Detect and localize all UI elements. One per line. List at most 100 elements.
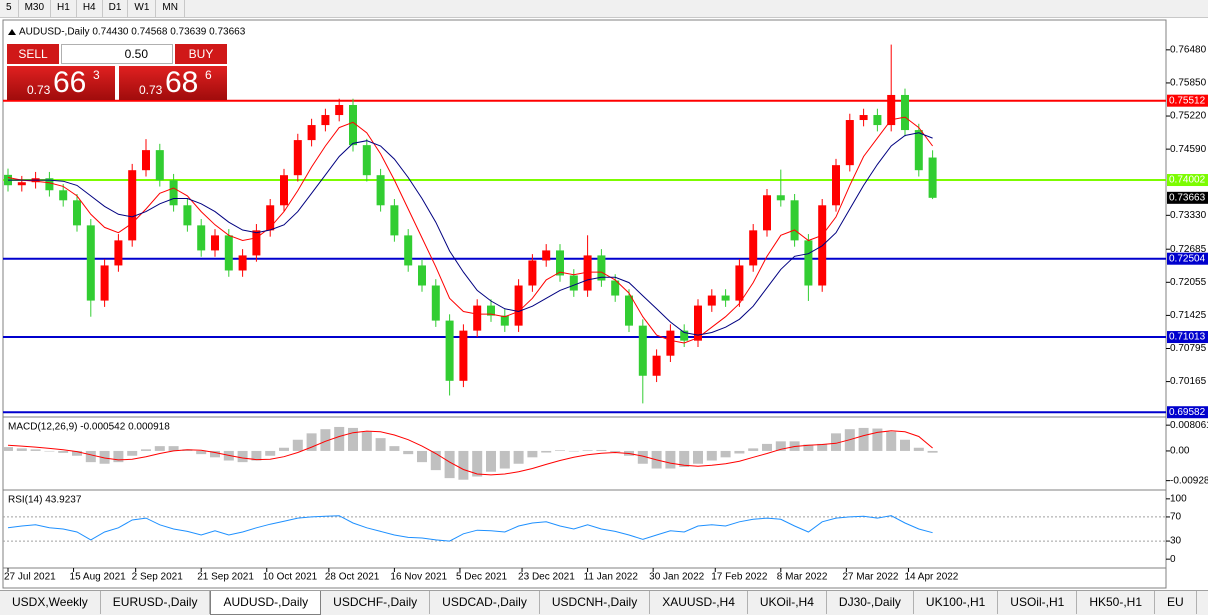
chart-tab[interactable]: USDCNH-,Daily (540, 591, 651, 614)
y-tick-label: 0 (1170, 554, 1176, 565)
candle-body (473, 305, 482, 331)
candle-body (155, 150, 164, 181)
macd-bar (30, 449, 41, 451)
timeframe-button[interactable]: H1 (51, 0, 77, 17)
level-label: 0.71013 (1169, 332, 1206, 343)
chart-tab[interactable]: USOil-,H1 (998, 591, 1078, 614)
candle-body (887, 94, 896, 126)
buy-button[interactable]: BUY (175, 44, 227, 64)
candle-body (832, 165, 840, 206)
candle-body (362, 145, 371, 176)
macd-bar (913, 447, 924, 451)
chart-tab[interactable]: XAUUSD-,H4 (650, 591, 748, 614)
candle-body (666, 330, 675, 356)
candle-body (349, 105, 357, 146)
candle-body (487, 305, 495, 316)
candle-body (528, 260, 537, 286)
chart-tab[interactable]: USDX,Weekly (0, 591, 101, 614)
candle-body (914, 130, 923, 171)
candle-body (100, 265, 109, 301)
macd-bar (85, 450, 96, 463)
candle-body (266, 205, 275, 231)
chart-tab[interactable]: EU (1155, 591, 1197, 614)
timeframe-button[interactable]: W1 (128, 0, 157, 17)
level-label: 0.74002 (1169, 175, 1206, 186)
candle-body (763, 195, 771, 231)
macd-bar (665, 450, 676, 469)
candle-body (431, 285, 440, 321)
level-tag (1167, 94, 1208, 107)
x-tick-label: 10 Oct 2021 (263, 572, 318, 583)
macd-bar (72, 450, 82, 456)
y-tick-label: 0.75850 (1170, 78, 1207, 89)
macd-bar (748, 448, 759, 451)
candle-body (307, 125, 316, 141)
candle-body (114, 240, 123, 266)
chart-tab[interactable]: DJ30-,Daily (827, 591, 914, 614)
sell-button[interactable]: SELL (7, 44, 59, 64)
candle-body (335, 105, 344, 116)
ask-price[interactable]: 0.73 68 6 (119, 66, 227, 100)
y-tick-label: 0.72055 (1170, 277, 1207, 288)
bid-price[interactable]: 0.73 66 3 (7, 66, 115, 100)
x-tick-label: 23 Dec 2021 (518, 572, 575, 583)
chart-tab[interactable]: HK50-,H1 (1077, 591, 1155, 614)
timeframe-button[interactable]: 5 (0, 0, 19, 17)
y-tick-label: 0.72685 (1170, 244, 1207, 255)
macd-bar (513, 450, 524, 464)
level-tag (1167, 252, 1208, 265)
timeframe-button[interactable]: M30 (19, 0, 52, 17)
y-tick-label: 0.70165 (1170, 376, 1207, 387)
timeframe-button[interactable]: MN (156, 0, 185, 17)
macd-bar (113, 450, 124, 463)
candle-body (404, 235, 413, 266)
macd-bar (486, 450, 496, 472)
y-tick-label: -0.009286 (1170, 475, 1208, 486)
chart-tab[interactable]: USDCAD-,Daily (430, 591, 540, 614)
level-tag (1167, 174, 1208, 187)
chart-tab[interactable]: UK100-,H1 (914, 591, 999, 614)
candle-body (142, 150, 150, 171)
candle-body (776, 195, 785, 201)
y-tick-label: 0.008061 (1170, 420, 1208, 431)
macd-bar (596, 449, 607, 451)
macd-bar (900, 439, 910, 451)
price-small: 3 (93, 68, 100, 82)
y-tick-label: 0.76480 (1170, 44, 1207, 55)
candle-body (514, 285, 523, 326)
x-tick-label: 17 Feb 2022 (711, 572, 768, 583)
volume-input[interactable]: 0.50 (61, 44, 173, 64)
macd-bar (99, 450, 110, 464)
price-prefix: 0.73 (27, 83, 51, 97)
candle-body (59, 190, 68, 201)
chart-tab[interactable]: UKOil-,H4 (748, 591, 827, 614)
y-tick-label: 0.74590 (1170, 144, 1207, 155)
candle-body (252, 230, 261, 256)
timeframe-button[interactable]: D1 (103, 0, 129, 17)
macd-bar (430, 450, 441, 471)
candle-body (197, 225, 206, 251)
timeframe-button[interactable]: H4 (77, 0, 103, 17)
candle-body (459, 330, 468, 381)
chart-tab[interactable]: EURUSD-,Daily (101, 591, 211, 614)
chart-tab[interactable]: USDCHF-,Daily (321, 591, 431, 614)
chart-tab[interactable]: AUDUSD-,Daily (210, 591, 322, 615)
macd-bar (127, 450, 138, 456)
macd-bar (168, 446, 179, 451)
y-tick-label: 0.00 (1170, 446, 1190, 457)
price-big: 68 (165, 66, 199, 99)
x-tick-label: 15 Aug 2021 (70, 572, 127, 583)
macd-bar (720, 450, 731, 458)
macd-bar (141, 449, 151, 451)
chart-frame (2, 19, 1167, 589)
rsi-line (7, 515, 933, 542)
x-tick-label: 5 Dec 2021 (456, 572, 508, 583)
candle-body (845, 120, 854, 166)
macd-bar (458, 450, 469, 480)
macd-bar (831, 433, 841, 451)
macd-bar (3, 447, 13, 451)
macd-bar (375, 438, 386, 451)
x-tick-label: 2 Sep 2021 (132, 572, 184, 583)
macd-bar (265, 450, 276, 456)
